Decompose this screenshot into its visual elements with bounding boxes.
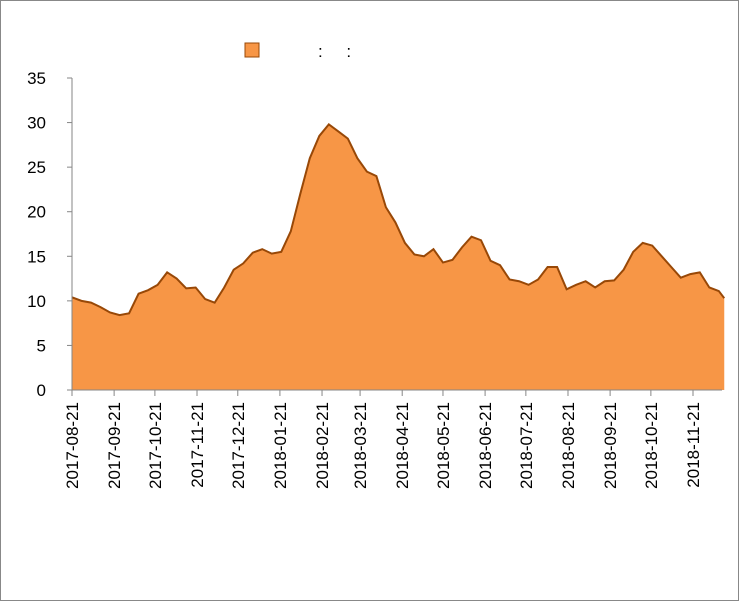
y-tick-label: 20 — [27, 203, 46, 222]
y-tick-label: 25 — [27, 158, 46, 177]
area-line — [71, 122, 726, 317]
y-tick-label: 35 — [27, 69, 46, 88]
x-tick-label: 2017-12-21 — [229, 402, 248, 489]
x-tick-label: 2017-08-21 — [63, 402, 82, 489]
y-tick-label: 5 — [37, 336, 46, 355]
x-tick-label: 2017-09-21 — [105, 402, 124, 489]
y-tick-label: 15 — [27, 247, 46, 266]
x-tick-label: 2018-08-21 — [559, 402, 578, 489]
x-tick-label: 2018-09-21 — [601, 402, 620, 489]
x-tick-label: 2018-07-21 — [517, 402, 536, 489]
x-tick-label: 2017-10-21 — [146, 402, 165, 489]
x-tick-label: 2018-06-21 — [476, 402, 495, 489]
x-tick-label: 2017-11-21 — [188, 402, 207, 488]
x-tick-label: 2018-02-21 — [313, 402, 332, 489]
x-tick-label: 2018-01-21 — [271, 402, 290, 489]
x-tick-label: 2018-05-21 — [434, 402, 453, 489]
y-tick-label: 10 — [27, 292, 46, 311]
x-tick-label: 2018-04-21 — [393, 402, 412, 489]
legend-swatch — [244, 42, 260, 58]
y-tick-label: 30 — [27, 114, 46, 133]
x-tick-label: 2018-11-21 — [684, 402, 703, 488]
x-tick-label: 2018-03-21 — [351, 402, 370, 489]
y-tick-label: 0 — [37, 381, 46, 400]
legend-label: : : — [318, 42, 351, 61]
area — [72, 124, 725, 391]
x-tick-label: 2018-10-21 — [642, 402, 661, 489]
